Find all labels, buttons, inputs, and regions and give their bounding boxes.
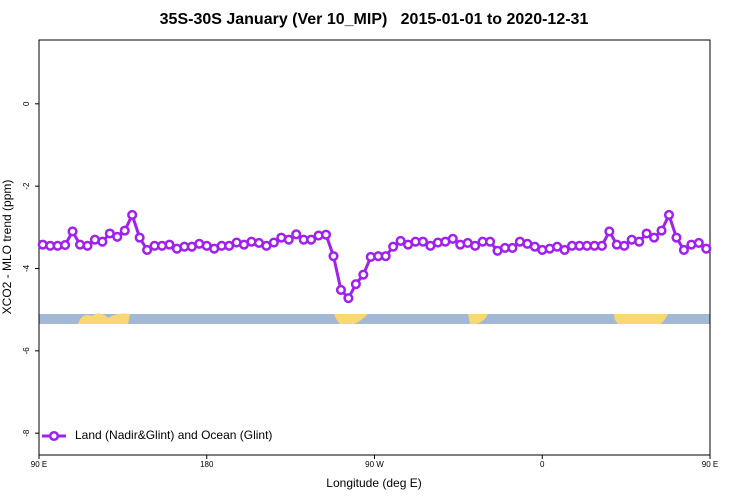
data-point: [485, 236, 496, 247]
data-point: [97, 236, 108, 247]
chart-title: 35S-30S January (Ver 10_MIP) 2015-01-01 …: [160, 11, 589, 28]
data-point: [693, 237, 704, 249]
y-tick-label: 0: [22, 101, 31, 106]
y-tick-label: -2: [22, 182, 31, 190]
data-point: [119, 225, 130, 236]
data-point: [604, 226, 615, 237]
x-tick-label: 90 W: [365, 460, 384, 469]
y-tick-label: -8: [22, 429, 31, 437]
data-point: [328, 251, 339, 262]
data-point: [678, 244, 689, 256]
y-tick-label: -6: [22, 347, 31, 355]
y-tick-label: -4: [22, 264, 31, 272]
y-axis-label: XCO2 - MLO trend (ppm): [0, 180, 14, 315]
x-axis-label: Longitude (deg E): [326, 476, 421, 490]
data-point: [559, 244, 570, 256]
data-point: [649, 232, 660, 243]
data-point: [596, 240, 607, 251]
legend-label: Land (Nadir&Glint) and Ocean (Glint): [75, 428, 272, 442]
x-tick-label: 90 E: [702, 460, 718, 469]
data-point: [343, 293, 354, 304]
data-point: [447, 233, 458, 244]
plot-frame: [38, 39, 711, 456]
data-point: [634, 236, 645, 247]
data-point: [663, 209, 675, 221]
data-point: [134, 232, 145, 243]
data-point: [470, 240, 481, 251]
data-point: [619, 240, 630, 251]
x-tick-label: 90 E: [31, 460, 47, 469]
data-point: [268, 237, 279, 248]
data-point: [142, 244, 153, 256]
data-point: [306, 234, 317, 245]
data-point: [417, 236, 429, 247]
data-point: [350, 279, 361, 290]
data-point: [507, 242, 518, 253]
data-point: [656, 225, 667, 236]
data-point: [641, 228, 652, 239]
data-point: [127, 209, 138, 221]
data-point: [283, 234, 294, 245]
data-point: [320, 229, 332, 240]
data-point: [358, 269, 369, 280]
data-point: [380, 251, 391, 262]
data-point: [388, 241, 399, 252]
data-point: [112, 231, 123, 242]
data-point: [701, 243, 712, 254]
legend-marker: [48, 430, 60, 442]
x-tick-label: 0: [540, 460, 545, 469]
data-point: [291, 229, 302, 240]
data-point: [335, 284, 347, 295]
x-tick-label: 180: [200, 460, 214, 469]
data-point: [60, 239, 71, 251]
data-point: [671, 232, 682, 243]
data-point: [67, 226, 78, 237]
data-point: [164, 239, 175, 250]
data-point: [82, 240, 93, 251]
map-strip: [39, 313, 710, 324]
data-point: [395, 235, 406, 246]
